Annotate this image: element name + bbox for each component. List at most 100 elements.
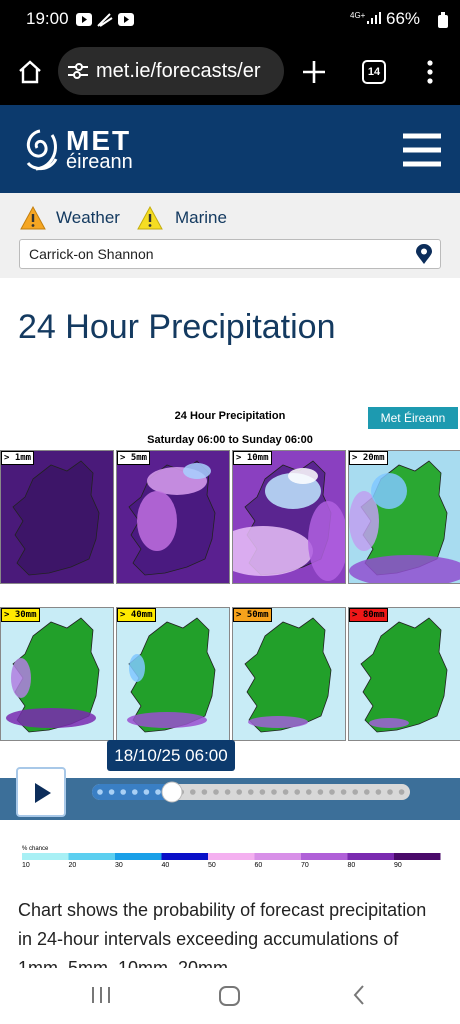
map-panel: > 50mm xyxy=(232,607,346,741)
description: Chart shows the probability of forecast … xyxy=(18,900,427,968)
precip-area xyxy=(129,654,145,682)
back-button[interactable] xyxy=(353,985,364,1005)
site-info-icon[interactable] xyxy=(68,63,88,79)
network: 4G+ xyxy=(350,11,366,20)
precip-area xyxy=(137,491,177,551)
legend-swatch xyxy=(161,853,208,860)
panel-label: > 50mm xyxy=(233,608,272,622)
map xyxy=(1,608,113,740)
warning-link[interactable]: Weather xyxy=(56,208,120,227)
timestamp: 18/10/25 06:00 xyxy=(107,740,235,771)
panel-label: > 10mm xyxy=(233,451,272,465)
recents-button[interactable] xyxy=(92,987,110,1003)
map xyxy=(233,608,345,740)
precip-area xyxy=(349,555,460,583)
legend-tick: 20 xyxy=(69,862,77,869)
slider-step xyxy=(364,789,370,795)
slider-step xyxy=(294,789,300,795)
precip-area xyxy=(349,491,379,551)
map-panel: > 20mm xyxy=(348,450,460,584)
legend-tick: 10 xyxy=(22,862,30,869)
warning-link[interactable]: Marine xyxy=(175,208,227,227)
home-button[interactable] xyxy=(18,60,42,84)
panel-label: > 1mm xyxy=(1,451,35,465)
slider-step xyxy=(352,789,359,795)
warning-icon xyxy=(20,206,46,230)
slider-step xyxy=(155,789,161,795)
precip-area xyxy=(369,718,409,728)
slider-step xyxy=(259,789,266,795)
panel-label: > 5mm xyxy=(117,451,151,465)
map-panel: > 30mm xyxy=(0,607,114,741)
slider-step xyxy=(190,789,196,795)
logo-icon[interactable] xyxy=(20,123,60,175)
menu-button[interactable] xyxy=(426,60,434,84)
slider-step xyxy=(97,789,103,795)
legend-swatch xyxy=(22,853,69,860)
tab-count[interactable]: 14 xyxy=(362,60,386,84)
legend-tick: 40 xyxy=(162,862,170,869)
tools-bar: Weather Marine Carrick-on Shannon xyxy=(0,193,460,278)
system-nav-bar xyxy=(0,972,460,1024)
slider-step xyxy=(317,789,324,795)
slider-step xyxy=(201,789,208,795)
map xyxy=(349,608,460,740)
nav-buttons xyxy=(92,985,364,1006)
logo-bottom[interactable]: éireann xyxy=(66,151,133,173)
slider-step xyxy=(248,789,254,795)
battery: 66% xyxy=(386,9,421,28)
legend-tick: 80 xyxy=(348,862,356,869)
panel-label: > 30mm xyxy=(1,608,40,622)
map xyxy=(233,451,345,583)
slider-step xyxy=(108,789,115,795)
map xyxy=(117,608,229,740)
location-input[interactable]: Carrick-on Shannon xyxy=(19,239,441,269)
slider-step xyxy=(282,789,289,795)
signal-icon xyxy=(367,12,381,24)
image-brand: Met Éireann xyxy=(368,407,458,429)
time-slider[interactable] xyxy=(92,780,412,804)
battery-icon xyxy=(438,12,448,28)
slider-step xyxy=(271,789,277,795)
map xyxy=(349,451,460,583)
land xyxy=(12,460,100,576)
precip-area xyxy=(288,468,318,484)
panel-label: > 80mm xyxy=(349,608,388,622)
precip-area xyxy=(11,658,31,698)
land xyxy=(360,617,448,733)
precip-area xyxy=(371,473,407,509)
legend-tick: 30 xyxy=(115,862,123,869)
legend-title: % chance xyxy=(22,846,49,852)
legend-swatch xyxy=(301,853,348,860)
panel-label: > 40mm xyxy=(117,608,156,622)
play-icon xyxy=(35,783,51,803)
slider-step xyxy=(306,789,312,795)
slider-thumb[interactable] xyxy=(161,781,183,803)
legend: % chance 10 20 30 40 50 60 70 80 90 xyxy=(22,846,441,869)
slider-step xyxy=(132,789,138,795)
slider-step xyxy=(387,789,393,795)
map-panel: > 40mm xyxy=(116,607,230,741)
slider-step xyxy=(340,789,347,795)
slider-step xyxy=(120,789,126,795)
slider-step xyxy=(143,789,150,795)
image-subtitle: Saturday 06:00 to Sunday 06:00 xyxy=(147,434,313,446)
clock: 19:00 xyxy=(26,9,69,28)
legend-swatch xyxy=(68,853,115,860)
browser-bar: met.ie/forecasts/er 14 xyxy=(0,38,460,105)
image-title: 24 Hour Precipitation xyxy=(174,410,286,422)
map xyxy=(117,451,229,583)
status-bar: 19:00 4G+ 66% xyxy=(0,0,460,38)
new-tab-button[interactable] xyxy=(302,60,326,84)
location-pin[interactable] xyxy=(416,244,432,264)
home-nav-button[interactable] xyxy=(219,986,240,1006)
address-bar[interactable]: met.ie/forecasts/er xyxy=(58,47,284,95)
legend-tick: 50 xyxy=(208,862,216,869)
logo-top[interactable]: MET xyxy=(66,125,132,156)
play-button[interactable] xyxy=(16,767,66,817)
slider-step xyxy=(213,789,219,795)
legend-swatch xyxy=(254,853,301,860)
hamburger-menu[interactable] xyxy=(403,133,441,167)
precip-area xyxy=(233,526,313,576)
